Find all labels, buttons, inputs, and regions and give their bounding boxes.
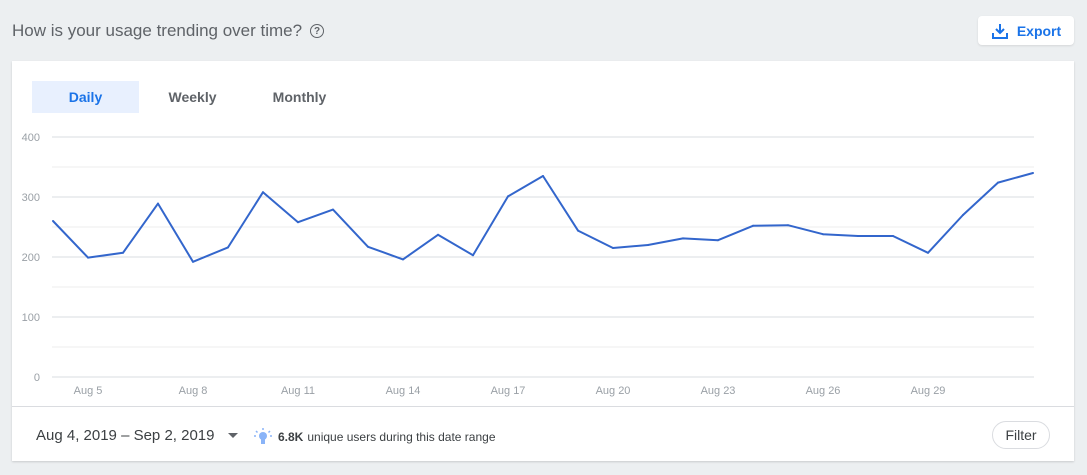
data-point <box>682 237 684 240</box>
usage-chart-card: Daily Weekly Monthly 0 100 200 300 400 Aug 5 A… <box>12 61 1074 461</box>
x-tick-label: Aug 14 <box>386 385 421 397</box>
x-tick-label: Aug 26 <box>806 385 841 397</box>
lightbulb-icon <box>254 428 272 444</box>
data-point <box>542 175 544 177</box>
x-tick-label: Aug 5 <box>74 385 103 397</box>
data-point <box>927 251 929 254</box>
export-label: Export <box>1016 22 1062 39</box>
data-point <box>437 233 439 236</box>
users-count: 6.8K <box>278 430 304 444</box>
data-point <box>122 251 124 254</box>
data-point <box>962 214 964 216</box>
unique-users-info: 6.8K unique users during this date range <box>252 427 496 447</box>
x-tick-label: Aug 29 <box>911 385 946 397</box>
data-point <box>787 224 789 227</box>
data-point <box>227 246 229 249</box>
date-range-selector[interactable]: Aug 4, 2019 – Sep 2, 2019 <box>36 427 239 444</box>
data-point <box>472 254 474 257</box>
filter-button[interactable]: Filter <box>992 421 1050 449</box>
data-point <box>822 233 824 236</box>
users-text: unique users during this date range <box>307 430 496 444</box>
data-point <box>157 202 159 205</box>
download-icon <box>991 23 1008 39</box>
export-button[interactable]: Export <box>978 16 1074 45</box>
data-point <box>507 195 509 198</box>
data-point <box>192 260 194 263</box>
x-tick-label: Aug 11 <box>281 385 315 397</box>
chart-footer: Aug 4, 2019 – Sep 2, 2019 6.8K unique use… <box>12 406 1074 462</box>
x-tick-label: Aug 17 <box>491 385 526 397</box>
usage-line-chart: 0 100 200 300 400 Aug 5 Aug 8 Aug 11 Aug 14 Aug 1… <box>22 132 1034 397</box>
date-range-text: Aug 4, 2019 – Sep 2, 2019 <box>36 427 215 444</box>
data-point <box>647 244 649 246</box>
page-title: How is your usage trending over time?? <box>12 21 325 41</box>
data-point <box>87 256 89 259</box>
data-point <box>997 181 999 184</box>
data-point <box>612 247 614 249</box>
tab-daily[interactable]: Daily <box>32 81 139 113</box>
data-point <box>297 221 299 224</box>
x-tick-label: Aug 23 <box>701 385 736 397</box>
tab-weekly[interactable]: Weekly <box>168 89 217 105</box>
data-point <box>52 220 54 222</box>
tab-monthly[interactable]: Monthly <box>272 89 327 105</box>
y-tick-label: 200 <box>22 252 40 264</box>
data-point <box>332 208 334 211</box>
data-point <box>857 235 859 237</box>
data-point <box>717 239 719 242</box>
data-point <box>577 229 579 232</box>
granularity-tabs: Daily Weekly Monthly <box>32 81 353 113</box>
y-tick-label: 400 <box>22 132 40 144</box>
dropdown-caret-icon <box>228 433 239 438</box>
y-tick-label: 100 <box>22 312 40 324</box>
data-point <box>892 235 894 237</box>
x-tick-label: Aug 8 <box>179 385 208 397</box>
help-circle-icon[interactable]: ? <box>310 24 325 38</box>
data-point <box>1032 172 1034 174</box>
data-point <box>367 245 369 248</box>
data-point <box>402 258 404 261</box>
data-point <box>262 191 264 194</box>
data-point <box>752 224 754 227</box>
usage-series-line <box>52 172 1034 263</box>
y-tick-label: 300 <box>22 192 40 204</box>
title-text: How is your usage trending over time? <box>12 21 303 40</box>
y-tick-label: 0 <box>34 372 40 384</box>
x-tick-label: Aug 20 <box>596 385 631 397</box>
